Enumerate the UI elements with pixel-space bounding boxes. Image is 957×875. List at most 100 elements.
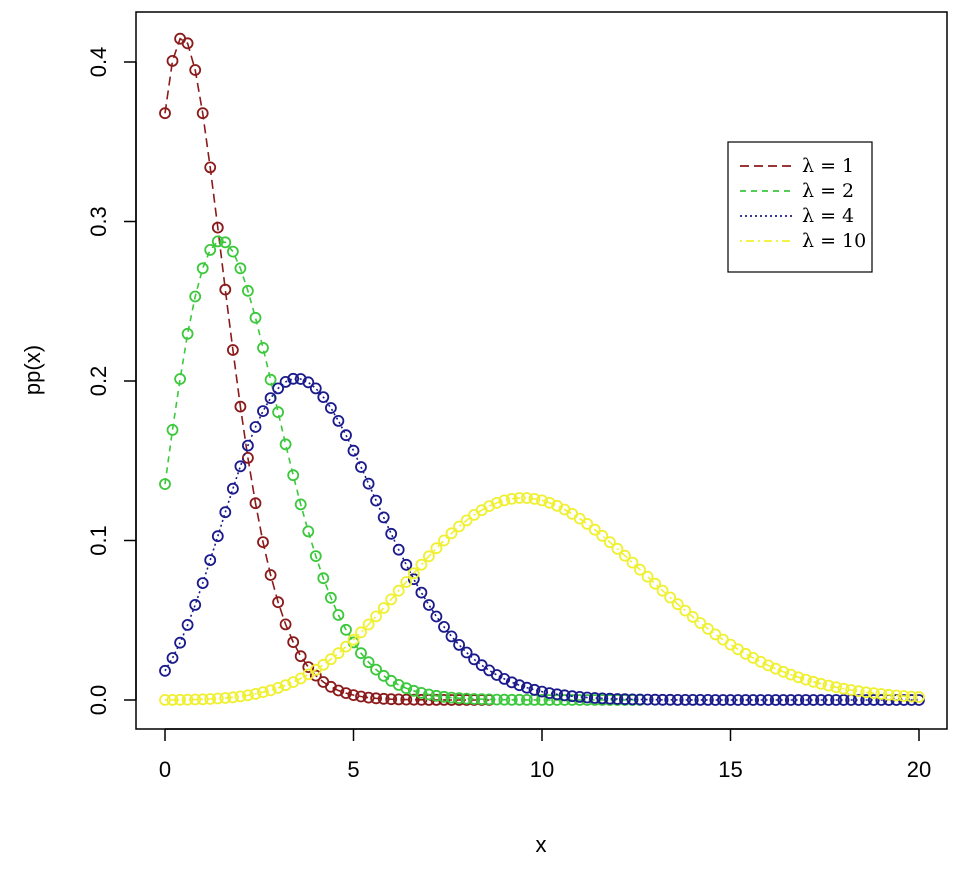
data-point [264, 373, 277, 386]
data-point [483, 693, 496, 706]
data-point [340, 623, 352, 636]
data-point [453, 639, 466, 651]
series-2 [159, 235, 646, 706]
series-line-2 [164, 240, 640, 701]
data-point [830, 681, 842, 694]
data-point [800, 694, 812, 706]
x-tick-label: 15 [718, 757, 742, 782]
data-point [460, 646, 473, 659]
data-point [671, 598, 684, 611]
data-point [860, 686, 873, 699]
data-point [702, 694, 714, 706]
data-point [649, 693, 661, 706]
data-point [257, 686, 269, 699]
data-point [264, 569, 277, 581]
data-point [604, 692, 616, 705]
data-point [581, 518, 594, 530]
y-tick-label: 0.4 [86, 47, 111, 78]
data-point [686, 611, 699, 623]
data-point [611, 693, 624, 705]
data-point [279, 375, 292, 388]
data-point [272, 406, 285, 419]
data-point [664, 591, 677, 604]
data-point [241, 439, 254, 452]
data-point [226, 691, 239, 704]
data-point [181, 693, 194, 706]
data-point [279, 438, 292, 451]
data-point [679, 694, 692, 706]
data-point [317, 658, 330, 671]
data-point [264, 684, 277, 697]
data-point [626, 556, 639, 569]
data-point [468, 693, 481, 705]
data-point [867, 694, 880, 706]
data-point [196, 262, 209, 275]
data-point [204, 693, 217, 705]
data-point [272, 382, 285, 395]
data-point [747, 694, 759, 706]
y-axis-label: pp(x) [20, 345, 45, 395]
data-point [438, 534, 450, 547]
data-point [898, 690, 910, 702]
data-point [174, 636, 187, 649]
data-point [241, 451, 254, 464]
legend-label: λ = 2 [802, 180, 854, 202]
data-point [294, 373, 307, 385]
data-point [619, 693, 631, 706]
data-point [468, 653, 481, 666]
data-point [837, 682, 850, 695]
data-point [543, 694, 556, 706]
y-tick-label: 0.1 [86, 525, 111, 556]
data-point [536, 685, 548, 698]
data-point [211, 530, 224, 543]
data-point [174, 693, 187, 706]
data-point [551, 688, 563, 701]
data-point [400, 558, 413, 571]
data-point [777, 665, 790, 678]
data-point [219, 236, 232, 249]
data-point [656, 693, 669, 706]
data-point [234, 690, 247, 703]
data-point [422, 688, 435, 701]
series-4 [159, 372, 925, 706]
data-point [634, 693, 646, 706]
legend-label: λ = 10 [802, 230, 866, 252]
data-point [355, 690, 367, 703]
data-point [189, 290, 202, 303]
data-point [332, 684, 345, 697]
data-point [709, 694, 722, 706]
data-point [257, 405, 269, 418]
data-point [287, 636, 300, 648]
data-point [317, 572, 330, 585]
data-point [317, 391, 330, 404]
data-point [234, 460, 247, 473]
y-tick-label: 0.2 [86, 366, 111, 397]
data-point [430, 542, 443, 555]
data-point [287, 372, 300, 385]
data-point [483, 500, 496, 513]
data-point [392, 679, 405, 691]
data-point [166, 55, 179, 67]
data-point [211, 692, 224, 705]
legend-label: λ = 1 [802, 155, 854, 177]
data-point [777, 694, 790, 706]
data-point [860, 694, 873, 706]
data-point [204, 243, 217, 256]
data-point [347, 689, 360, 701]
data-point [422, 550, 435, 563]
data-point [588, 692, 601, 704]
data-point [453, 692, 466, 705]
data-point [219, 506, 232, 519]
data-point [445, 630, 458, 643]
data-point [769, 662, 782, 675]
data-point [498, 693, 511, 706]
data-point [370, 692, 383, 705]
data-point [362, 618, 375, 631]
data-point [784, 694, 797, 706]
data-point [664, 693, 677, 706]
data-point [257, 341, 269, 354]
data-point [370, 610, 383, 623]
data-point [287, 469, 300, 482]
data-point [189, 693, 202, 706]
